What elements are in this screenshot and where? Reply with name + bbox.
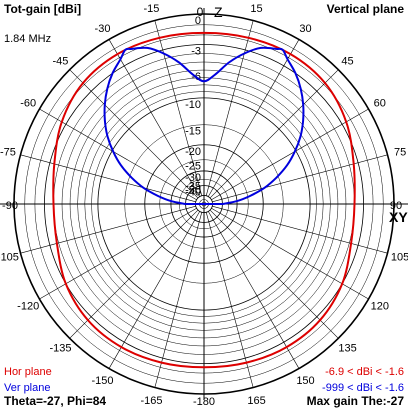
grid-ring [44, 44, 364, 364]
radial-tick-label: -20 [185, 146, 201, 158]
angle-tick-label: -60 [20, 98, 36, 110]
hor-range-label: -6.9 < dBi < -1.6 [325, 366, 404, 378]
legend-hor-plane: Hor plane [4, 366, 52, 378]
angle-tick-label: 0 [197, 5, 204, 19]
angle-tick-label: 135 [338, 343, 356, 355]
grid-spoke [209, 209, 339, 339]
grid-ring [34, 34, 374, 374]
grid-ring [61, 61, 347, 347]
angle-tick-label: -75 [0, 146, 16, 158]
ver-range-label: -999 < dBi < -1.6 [322, 382, 404, 394]
angle-tick-label: 120 [371, 301, 389, 313]
grid-ring [124, 124, 284, 284]
angle-tick-label: -150 [91, 375, 113, 387]
tick-labels: 0-3-6-10-15-20-25-30-35-40-500 1530456075… [0, 3, 408, 408]
grid-ring [69, 69, 339, 339]
plane-label: Vertical plane [327, 2, 405, 16]
angle-tick-label: -90 [2, 200, 18, 212]
angle-tick-label: 75 [394, 146, 406, 158]
radial-tick-label: 0 [195, 15, 201, 27]
angle-tick-label: 90 [390, 200, 402, 212]
grid-spoke [69, 209, 199, 339]
angle-tick-label: 60 [374, 98, 386, 110]
grid-ring [97, 97, 311, 311]
ver-plane-trace [103, 46, 305, 205]
angle-tick-label: -45 [53, 55, 69, 67]
radial-tick-label: -50 [185, 184, 201, 196]
angle-tick-label: 45 [341, 55, 353, 67]
angle-tick-label: 150 [296, 375, 314, 387]
angle-tick-label: -15 [144, 3, 160, 15]
theta-phi-label: Theta=-27, Phi=84 [4, 394, 106, 408]
angle-tick-label: -105 [0, 252, 19, 264]
grid-ring [77, 77, 331, 331]
radial-tick-label: -3 [191, 45, 201, 57]
frequency-label: 1.84 MHz [4, 33, 51, 45]
radial-tick-label: -35 [185, 180, 201, 192]
grid-ring [144, 144, 264, 264]
max-gain-label: Max gain The:-27 [307, 394, 405, 408]
angle-tick-label: -135 [49, 343, 71, 355]
angle-tick-label: 30 [299, 23, 311, 35]
radial-tick-label: -15 [185, 126, 201, 138]
axis-label-xy: XY [389, 209, 408, 225]
grid-ring [159, 159, 249, 249]
radial-tick-label: -25 [185, 161, 201, 173]
grid-ring [13, 13, 395, 395]
angle-tick-label: -165 [140, 395, 162, 407]
angle-tick-label: -120 [17, 301, 39, 313]
traces [52, 31, 356, 369]
grid-ring [170, 170, 238, 238]
radial-tick-label: -40 [185, 187, 201, 199]
angle-tick-label: 165 [247, 395, 265, 407]
angle-tick-label: -30 [95, 23, 111, 35]
grid-ring [91, 91, 317, 317]
angle-tick-label: 15 [250, 3, 262, 15]
hor-plane-trace [52, 31, 356, 369]
radial-tick-label: -30 [185, 172, 201, 184]
legend-ver-plane: Ver plane [4, 382, 50, 394]
grid-ring [24, 24, 384, 384]
radial-tick-label: -10 [185, 99, 201, 111]
chart-title: Tot-gain [dBi] [4, 2, 81, 16]
grid-ring [84, 84, 324, 324]
axis-label-z: Z [214, 4, 223, 20]
angle-tick-label: -180 [193, 396, 215, 408]
grid-ring [179, 179, 229, 229]
angle-tick-label: 105 [391, 252, 408, 264]
